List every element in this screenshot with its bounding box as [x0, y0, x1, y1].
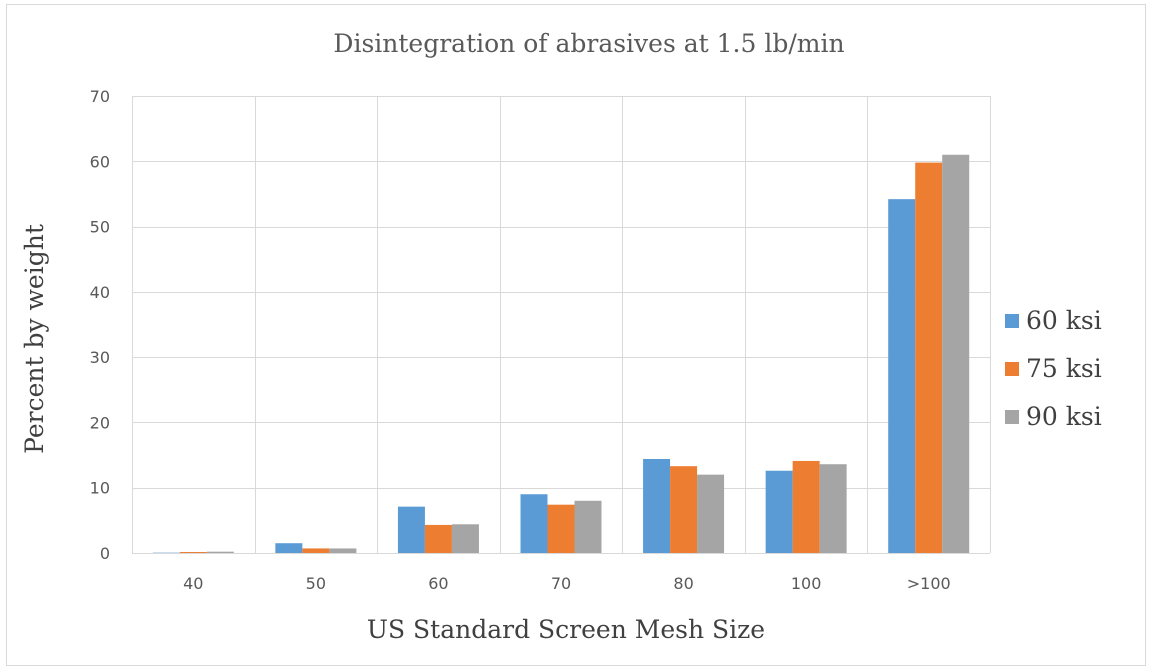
bar [275, 543, 303, 553]
bar [302, 548, 330, 553]
bar [329, 548, 357, 553]
bar [520, 494, 548, 553]
y-tick-label: 70 [90, 87, 110, 106]
y-tick-label: 30 [90, 348, 110, 367]
legend-swatch [1005, 314, 1019, 328]
x-tick-label: >100 [907, 574, 951, 593]
y-tick-label: 20 [90, 413, 110, 432]
bar [574, 500, 602, 553]
y-tick-label: 10 [90, 479, 110, 498]
y-tick-label: 60 [90, 152, 110, 171]
bar [942, 154, 970, 553]
bar [792, 460, 820, 553]
bar [451, 524, 479, 553]
bar [670, 466, 698, 553]
y-tick-label: 0 [100, 544, 110, 563]
legend-label: 90 ksi [1026, 402, 1102, 431]
legend: 60 ksi 75 ksi 90 ksi [1005, 306, 1102, 431]
x-axis-title: US Standard Screen Mesh Size [367, 615, 765, 644]
bar [424, 524, 452, 553]
y-axis-title: Percent by weight [20, 224, 49, 454]
legend-swatch [1005, 362, 1019, 376]
bar [547, 504, 575, 553]
legend-label: 60 ksi [1026, 306, 1102, 335]
x-tick-label: 80 [673, 574, 693, 593]
x-tick-label: 100 [791, 574, 822, 593]
bar [643, 458, 671, 553]
x-axis-ticks: 40 50 60 70 80 100 >100 [183, 574, 951, 593]
bar [888, 199, 916, 553]
bar [397, 506, 425, 553]
bar [915, 162, 943, 553]
y-axis-ticks: 0 10 20 30 40 50 60 70 [90, 87, 110, 563]
bar [179, 552, 207, 553]
x-tick-label: 60 [428, 574, 448, 593]
bar [765, 470, 793, 553]
bar [697, 474, 725, 553]
y-tick-label: 40 [90, 283, 110, 302]
x-tick-label: 50 [306, 574, 326, 593]
legend-label: 75 ksi [1026, 354, 1102, 383]
bar [206, 551, 234, 553]
gridlines [132, 96, 991, 554]
bar [819, 464, 847, 553]
chart-title: Disintegration of abrasives at 1.5 lb/mi… [333, 29, 844, 58]
y-tick-label: 50 [90, 218, 110, 237]
x-tick-label: 70 [551, 574, 571, 593]
x-tick-label: 40 [183, 574, 203, 593]
bars [152, 154, 970, 553]
legend-swatch [1005, 410, 1019, 424]
